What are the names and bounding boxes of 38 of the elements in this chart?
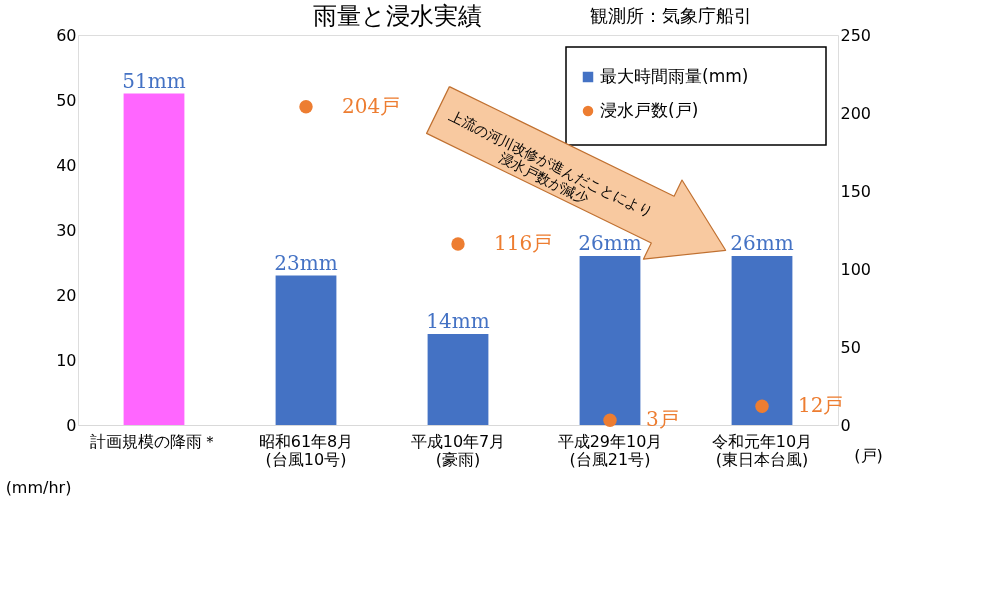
legend-label: 最大時間雨量(mm) bbox=[600, 66, 749, 86]
bar bbox=[579, 256, 641, 425]
y-tick-label: 20 bbox=[56, 285, 77, 305]
x-tick-label: 平成10年7月 (豪雨) bbox=[410, 431, 506, 469]
y2-tick-label: 50 bbox=[840, 337, 861, 357]
data-label: 26mm bbox=[578, 231, 642, 255]
data-label: 204戸 bbox=[342, 93, 401, 118]
y2-tick-label: 150 bbox=[840, 181, 872, 201]
bar bbox=[275, 275, 337, 425]
y-tick-label: 40 bbox=[56, 155, 77, 175]
data-label: 51mm bbox=[122, 68, 186, 93]
y2-tick-label: 0 bbox=[840, 415, 851, 435]
chart-subtitle: 観測所：気象庁船引 bbox=[589, 5, 752, 26]
y-tick-label: 60 bbox=[56, 25, 77, 45]
bar bbox=[123, 93, 185, 425]
data-label: 23mm bbox=[274, 250, 338, 275]
x-tick-label: 計画規模の降雨＊ bbox=[90, 431, 218, 451]
data-label: 14mm bbox=[426, 309, 490, 333]
y-tick-label: 10 bbox=[56, 350, 77, 370]
bar bbox=[427, 334, 489, 425]
x-tick-label: 平成29年10月 (台風21号) bbox=[557, 431, 663, 469]
y2-tick-label: 250 bbox=[840, 25, 872, 45]
x-tick-label: 昭和61年8月 (台風10号) bbox=[258, 431, 354, 469]
chart-title: 雨量と浸水実績 bbox=[312, 2, 482, 30]
x-tick-label: 令和元年10月 (東日本台風) bbox=[711, 431, 813, 469]
data-label: 12戸 bbox=[798, 393, 844, 418]
y-tick-label: 50 bbox=[56, 90, 77, 110]
y-tick-label: 30 bbox=[56, 220, 77, 240]
data-label: 116戸 bbox=[494, 231, 553, 256]
data-label: 3戸 bbox=[646, 407, 679, 432]
bar bbox=[731, 256, 793, 425]
y-tick-label: 0 bbox=[66, 415, 77, 435]
y2-tick-label: 100 bbox=[840, 259, 872, 279]
y2-axis-title: (戸) bbox=[854, 445, 883, 465]
data-label: 26mm bbox=[730, 231, 794, 255]
legend-label: 浸水戸数(戸) bbox=[600, 100, 699, 120]
y-axis-title: (mm/hr) bbox=[5, 477, 72, 497]
y2-tick-label: 200 bbox=[840, 103, 872, 123]
